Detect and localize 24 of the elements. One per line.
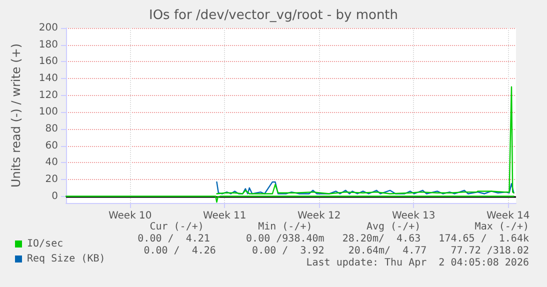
x-tick-label: Week 12 xyxy=(297,210,341,222)
y-tick-label: 160 xyxy=(38,56,58,68)
x-tick-label: Week 11 xyxy=(202,210,246,222)
legend-label: IO/sec xyxy=(27,238,64,250)
y-tick-label: 60 xyxy=(45,140,58,152)
text: 0.00 / 4.26 0.00 / 3.92 20.64m/ 4.77 77.72 /318.02 xyxy=(144,246,529,256)
y-tick-label: 40 xyxy=(45,157,58,168)
x-tick-label: Week 14 xyxy=(486,210,530,222)
y-tick-label: 20 xyxy=(45,174,58,185)
y-tick-label: 80 xyxy=(45,123,58,134)
y-tick-label: 100 xyxy=(38,106,58,118)
y-tick-label: 120 xyxy=(38,90,58,101)
y-tick-label: 180 xyxy=(38,39,58,50)
text: Last update: Thu Apr 2 04:05:08 2026 xyxy=(306,258,529,268)
text: Cur (-/+) Min (-/+) Avg (-/+) Max (-/+) xyxy=(150,222,529,232)
y-tick-label: 200 xyxy=(38,22,58,34)
x-tick-label: Week 13 xyxy=(392,210,436,222)
legend-label: Req Size (KB) xyxy=(27,254,106,264)
y-tick-label: 0 xyxy=(52,190,58,202)
y-axis-title: Units read (-) / write (+) xyxy=(9,43,23,188)
text: 0.00 / 4.21 0.00 /938.40m 28.20m/ 4.63 174.65 / 1.64k xyxy=(138,234,529,244)
x-tick-label: Week 10 xyxy=(108,210,152,222)
y-tick-label: 140 xyxy=(38,72,58,84)
chart-title: IOs for /dev/vector_vg/root - by month xyxy=(148,8,398,23)
